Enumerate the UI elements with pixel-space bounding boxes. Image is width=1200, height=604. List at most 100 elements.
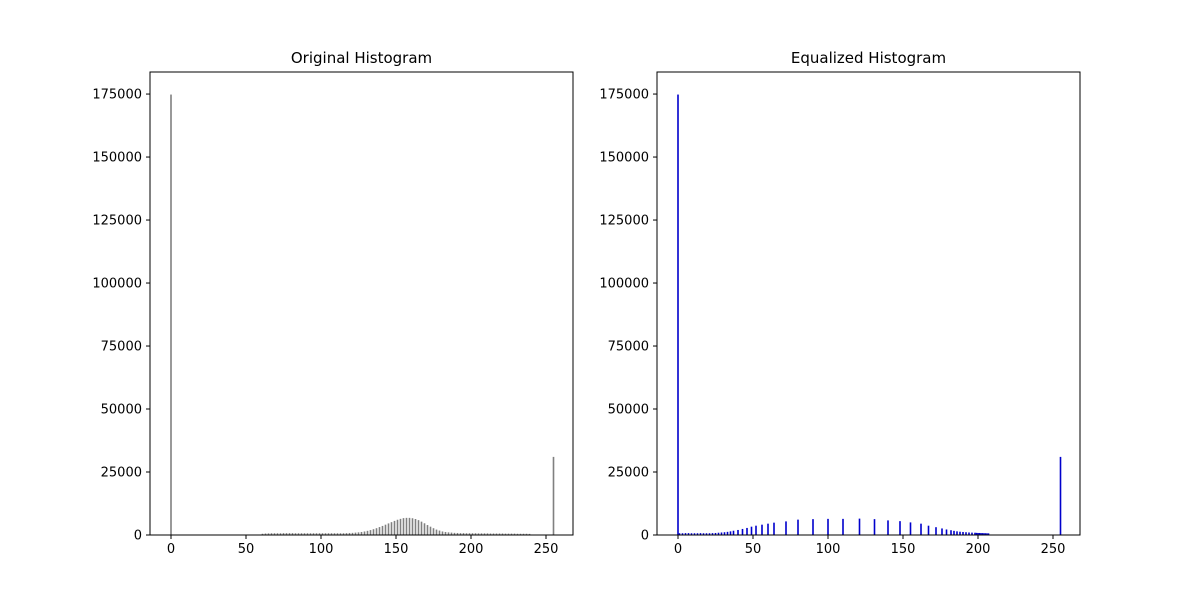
chart-title: Equalized Histogram — [791, 49, 946, 67]
histogram-bar — [690, 533, 693, 535]
histogram-bar — [495, 533, 498, 535]
histogram-bar — [681, 533, 684, 535]
y-tick-label: 175000 — [599, 88, 649, 103]
histogram-bar — [971, 532, 973, 535]
histogram-bar — [348, 532, 351, 535]
y-tick-label: 0 — [134, 529, 142, 544]
histogram-bar — [956, 531, 958, 535]
histogram-bar — [423, 523, 426, 535]
histogram-bar — [170, 94, 172, 536]
histogram-bar — [447, 532, 450, 535]
histogram-bar — [276, 533, 279, 535]
histogram-bar — [321, 533, 324, 535]
histogram-bar — [528, 533, 531, 535]
histogram-bar — [935, 527, 937, 535]
x-tick-label: 250 — [1041, 542, 1066, 557]
histogram-bar — [962, 531, 964, 535]
histogram-bar — [360, 531, 363, 535]
x-tick-label: 150 — [891, 542, 916, 557]
histogram-bar — [899, 521, 901, 535]
histogram-bar — [402, 518, 405, 535]
histogram-bar — [693, 533, 696, 535]
histogram-bar — [977, 532, 979, 535]
histogram-bar — [324, 533, 327, 535]
histogram-bar — [696, 533, 699, 535]
histogram-bar — [746, 527, 748, 535]
x-tick-label: 200 — [459, 542, 484, 557]
histogram-bar — [773, 522, 775, 535]
histogram-bar — [330, 533, 333, 535]
histogram-bar — [684, 533, 687, 535]
histogram-bar — [414, 519, 417, 535]
y-tick-label: 25000 — [101, 466, 142, 481]
histogram-bar — [432, 528, 435, 535]
histogram-bar — [417, 520, 420, 535]
histogram-bar — [489, 533, 492, 535]
histogram-bar — [750, 526, 753, 535]
histogram-bar — [480, 533, 483, 535]
histogram-bar — [366, 530, 369, 535]
histogram-bar — [699, 533, 702, 535]
histogram-bar — [987, 533, 990, 535]
histogram-bar — [486, 533, 489, 535]
histogram-bar — [755, 525, 757, 535]
histogram-bar — [827, 518, 829, 535]
histogram-bar — [732, 530, 735, 535]
histogram-bar — [441, 531, 444, 535]
histogram-bar — [909, 522, 912, 535]
histogram-bar — [381, 525, 384, 535]
histogram-bar — [312, 533, 315, 535]
histogram-bar — [435, 529, 438, 535]
histogram-bar — [873, 519, 876, 535]
histogram-bar — [504, 533, 507, 535]
histogram-bar — [950, 530, 952, 535]
histogram-bar — [342, 533, 345, 535]
histogram-bar — [708, 533, 711, 535]
histogram-bar — [687, 533, 690, 535]
histogram-bar — [372, 529, 375, 535]
histogram-bar — [318, 533, 321, 535]
histogram-bar — [279, 533, 282, 535]
histogram-bar — [726, 531, 729, 535]
histogram-bar — [797, 519, 799, 535]
y-tick-label: 75000 — [101, 340, 142, 355]
histogram-bar — [264, 533, 267, 535]
histogram-bar — [459, 533, 462, 535]
histogram-bar — [920, 523, 922, 535]
histogram-bar — [1059, 456, 1062, 535]
histogram-bar — [842, 518, 844, 535]
histogram-bar — [984, 533, 987, 535]
y-tick-label: 150000 — [92, 151, 142, 166]
histogram-bar — [812, 519, 814, 535]
histogram-bar — [767, 523, 769, 535]
histogram-bar — [429, 526, 432, 535]
x-tick-label: 250 — [534, 542, 559, 557]
histogram-bar — [975, 532, 978, 535]
histogram-bar — [714, 532, 717, 535]
x-tick-label: 100 — [309, 542, 334, 557]
histogram-bar — [444, 531, 447, 535]
histogram-bar — [387, 523, 390, 535]
y-tick-label: 25000 — [608, 466, 649, 481]
histogram-bar — [426, 525, 429, 535]
histogram-bar — [858, 518, 861, 535]
histogram-bar — [384, 524, 387, 535]
histogram-bar — [513, 533, 516, 535]
histogram-bar — [507, 533, 510, 535]
histogram-bar — [741, 528, 744, 535]
histogram-bar — [309, 533, 312, 535]
histogram-bar — [483, 533, 486, 535]
histogram-bar — [711, 533, 714, 535]
histogram-bar — [303, 533, 306, 535]
histogram-bar — [785, 521, 787, 535]
histogram-bar — [978, 532, 981, 535]
x-tick-label: 0 — [674, 542, 682, 557]
histogram-bar — [411, 518, 414, 535]
histogram-bar — [471, 533, 474, 535]
y-tick-label: 125000 — [92, 214, 142, 229]
histogram-bar — [552, 456, 555, 535]
histogram-bar — [396, 519, 399, 535]
histogram-bar — [315, 533, 318, 535]
